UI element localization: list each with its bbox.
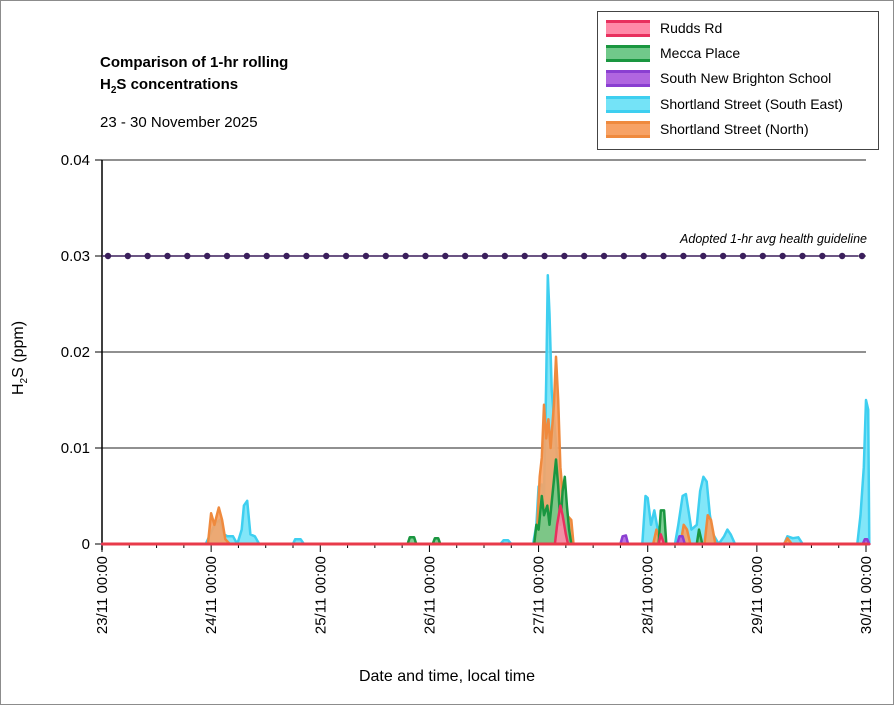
series-area-mecca-place	[100, 458, 871, 546]
x-tick-label: 28/11 00:00	[640, 556, 657, 634]
guideline-marker	[382, 252, 389, 260]
y-tick-label: 0.04	[61, 152, 90, 169]
x-tick-label: 26/11 00:00	[421, 556, 438, 634]
chart-title-subscript: 2	[110, 85, 117, 96]
x-axis-label: Date and time, local time	[358, 668, 536, 685]
guideline-marker	[620, 252, 628, 260]
guideline-marker	[561, 252, 568, 260]
guideline-marker	[263, 252, 270, 260]
y-tick-label: 0.02	[61, 344, 90, 361]
x-tick-label: 23/11 00:00	[94, 556, 111, 634]
chart-title-rest: S concentrations	[116, 76, 239, 93]
guideline-marker	[422, 252, 429, 260]
guideline-marker	[739, 252, 747, 260]
guideline-marker	[600, 252, 608, 260]
x-tick-label: 30/11 00:00	[858, 556, 875, 634]
guideline-marker	[402, 252, 409, 260]
guideline-marker	[461, 252, 469, 260]
legend-swatch	[606, 19, 650, 37]
guideline-marker	[164, 252, 171, 260]
legend-item-rudds-rd: Rudds Rd	[606, 17, 722, 39]
guideline-marker	[759, 252, 766, 260]
guideline-marker	[481, 252, 489, 260]
guideline-marker	[124, 252, 132, 260]
y-tick-label: 0	[82, 536, 90, 553]
y-axis-label-rest: S (ppm)	[10, 320, 27, 378]
legend-swatch	[606, 44, 650, 62]
guideline-marker	[700, 252, 707, 260]
guideline-marker	[342, 252, 350, 260]
guideline-marker	[184, 252, 191, 260]
guideline-marker	[838, 252, 846, 260]
guideline-marker	[680, 252, 687, 260]
guideline-marker	[799, 252, 806, 260]
guideline-marker	[501, 252, 509, 260]
guideline-marker	[581, 252, 588, 260]
guideline-marker	[660, 252, 667, 260]
legend-item-shortland-north: Shortland Street (North)	[606, 118, 809, 140]
guideline-marker	[323, 252, 330, 260]
legend-swatch	[606, 95, 650, 113]
y-axis-label-subscript: 2	[19, 377, 31, 384]
series-area-shortland-street-north	[100, 355, 871, 546]
guideline-label: Adopted 1-hr avg health guideline	[680, 232, 867, 246]
legend-item-shortland-se: Shortland Street (South East)	[606, 93, 843, 115]
y-tick-label: 0.01	[61, 440, 90, 457]
x-tick-label: 24/11 00:00	[203, 556, 220, 634]
chart-subtitle: 23 - 30 November 2025	[100, 114, 258, 131]
chart-title-block: Comparison of 1-hr rolling H2S concentra…	[100, 52, 288, 134]
chart-title-h: H	[100, 76, 111, 93]
x-tick-label: 29/11 00:00	[749, 556, 766, 634]
legend-item-mecca-place: Mecca Place	[606, 42, 740, 64]
guideline-marker	[521, 252, 528, 260]
x-tick-label: 25/11 00:00	[312, 556, 329, 634]
legend: Rudds Rd Mecca Place South New Brighton …	[597, 11, 879, 150]
legend-swatch	[606, 120, 650, 138]
guideline-marker	[243, 252, 251, 260]
y-tick-label: 0.03	[61, 248, 90, 265]
y-axis-label: H2S (ppm)	[10, 321, 30, 495]
series-area-south-new-brighton-school	[100, 534, 871, 546]
guideline-marker	[303, 252, 310, 260]
guideline-marker	[858, 252, 866, 260]
legend-label: Rudds Rd	[660, 20, 723, 36]
guideline-marker	[144, 252, 151, 260]
legend-label: Shortland Street (South East)	[660, 96, 843, 112]
guideline-marker	[104, 252, 112, 260]
legend-label: Mecca Place	[660, 45, 741, 61]
guideline-marker	[362, 252, 370, 260]
chart-title-line1: Comparison of 1-hr rolling	[100, 54, 289, 71]
guideline-marker	[819, 252, 826, 260]
legend-label: Shortland Street (North)	[660, 121, 809, 137]
guideline-marker	[223, 252, 231, 260]
guideline-marker	[541, 252, 548, 260]
guideline-marker	[719, 252, 727, 260]
series-area-shortland-street-south-east	[100, 273, 871, 546]
chart-title-line2: H2S concentrations	[100, 74, 288, 102]
guideline-marker	[204, 252, 211, 260]
legend-swatch	[606, 69, 650, 87]
legend-item-south-new-brighton: South New Brighton School	[606, 67, 831, 89]
y-axis-label-h: H	[10, 383, 27, 395]
guideline-marker	[779, 252, 786, 260]
guideline-marker	[442, 252, 449, 260]
legend-label: South New Brighton School	[660, 70, 832, 86]
guideline-marker	[640, 252, 647, 260]
x-tick-label: 27/11 00:00	[531, 556, 548, 634]
guideline-marker	[283, 252, 290, 260]
